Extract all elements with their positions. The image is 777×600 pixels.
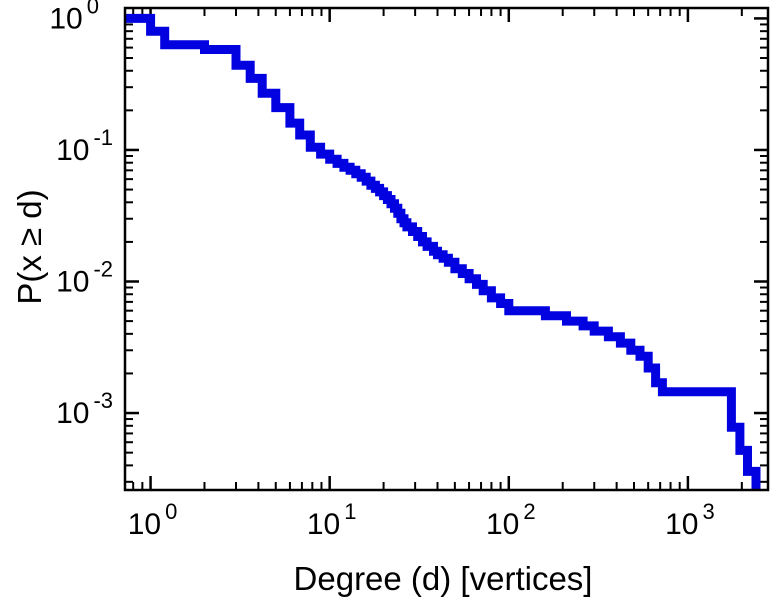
y-tick-label-3: 10 -3 <box>56 388 113 430</box>
tick-labels: 10 0 10 1 10 2 10 3 10 0 10 -1 10 -2 10 -3 <box>49 0 714 541</box>
y-tick-label-2: 10 -2 <box>56 257 113 299</box>
x-axis-label: Degree (d) [vertices] <box>293 560 593 597</box>
x-tick-label-0: 10 0 <box>128 499 178 541</box>
degree-ccdf-line <box>125 13 761 490</box>
y-tick-label-0: 10 0 <box>49 0 99 35</box>
plot-frame <box>123 6 770 492</box>
y-tick-label-1: 10 -1 <box>56 125 113 167</box>
x-tick-label-1: 10 1 <box>307 499 357 541</box>
x-tick-label-3: 10 3 <box>665 499 715 541</box>
y-axis-label: P(x ≥ d) <box>11 189 48 305</box>
axis-ticks <box>125 8 768 490</box>
x-tick-label-2: 10 2 <box>486 499 536 541</box>
